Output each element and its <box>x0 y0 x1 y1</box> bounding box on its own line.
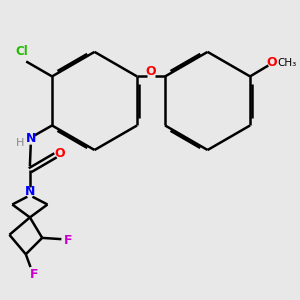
Text: Cl: Cl <box>16 45 28 58</box>
Text: F: F <box>64 233 72 247</box>
Text: O: O <box>146 65 156 78</box>
Text: O: O <box>266 56 277 69</box>
Text: O: O <box>54 147 65 160</box>
Text: N: N <box>25 185 35 198</box>
Text: CH₃: CH₃ <box>277 58 296 68</box>
Text: N: N <box>26 132 36 145</box>
Text: H: H <box>16 138 25 148</box>
Text: F: F <box>30 268 39 281</box>
